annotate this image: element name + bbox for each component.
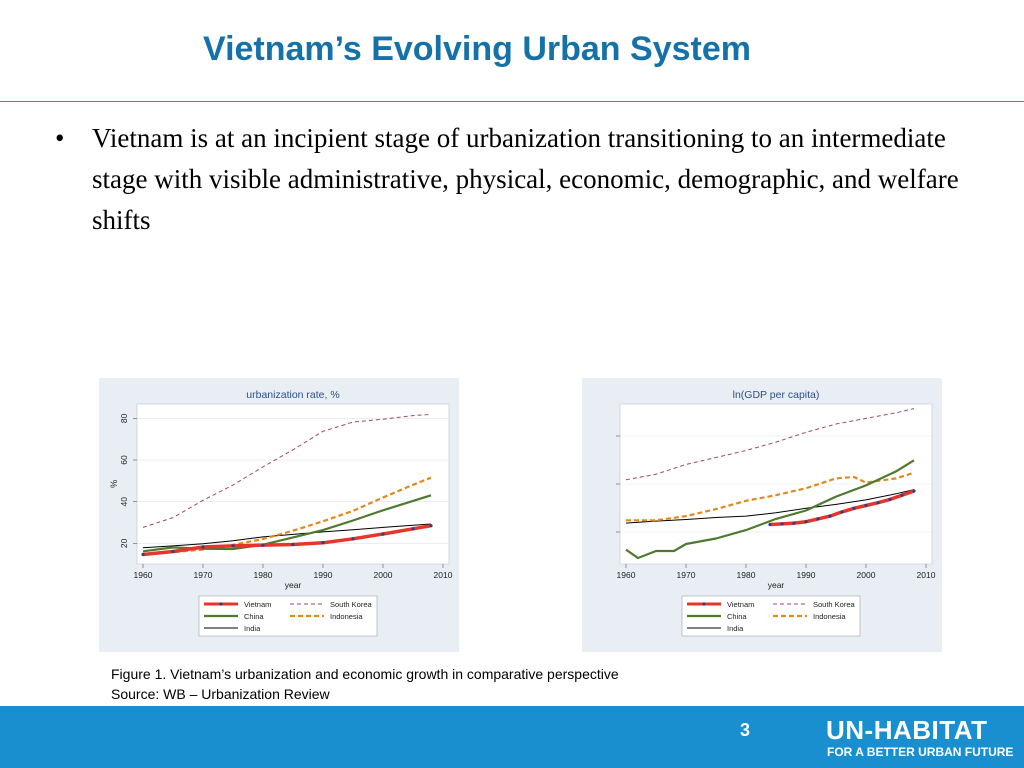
footer-bar [0,706,1024,768]
vietnam-data-point [780,522,784,526]
gdp-per-capita-chart: ln(GDP per capita) 1960 1970 1980 1990 2000 20… [582,378,942,652]
vietnam-data-point [171,549,175,554]
vietnam-data-point [900,493,904,497]
vietnam-data-point [792,521,796,525]
vietnam-data-point [816,517,820,521]
legend-label: South Korea [330,600,373,609]
legend-label: Vietnam [244,600,271,609]
vietnam-data-point [864,503,868,508]
vietnam-data-point [852,506,856,510]
chart-title: ln(GDP per capita) [733,389,820,401]
y-axis-label: % [109,480,119,488]
x-tick-label: 1970 [194,570,213,580]
bullet-symbol: • [55,123,65,153]
caption-source-line: Source: WB – Urbanization Review [111,686,330,702]
vietnam-data-point [840,510,844,514]
x-tick-label: 1990 [314,570,333,580]
x-axis-label: year [285,580,302,590]
legend-label: India [727,624,744,633]
legend-label: India [244,624,261,633]
vietnam-data-point [429,524,433,528]
legend-label: China [244,612,264,621]
un-habitat-logo: UN-HABITAT FOR A BETTER URBAN FUTURE [826,716,1016,764]
x-tick-label: 1980 [737,570,756,580]
gdp-per-capita-chart-svg: ln(GDP per capita) 1960 1970 1980 1990 2000 20… [616,389,936,637]
y-tick-label: 20 [119,538,129,548]
x-tick-label: 1960 [134,570,153,580]
legend-marker-vietnam [219,602,223,606]
series-line-south-korea [625,408,915,481]
vietnam-data-point [768,522,772,527]
vietnam-data-point [876,501,880,505]
caption-figure-line: Figure 1. Vietnam’s urbanization and eco… [111,666,619,682]
vietnam-data-point [351,537,355,541]
vietnam-data-point [411,527,415,531]
legend-label: Indonesia [330,612,363,621]
vietnam-data-point [201,545,205,549]
vietnam-data-point [888,497,892,501]
x-tick-label: 1980 [254,570,273,580]
legend-label: Indonesia [813,612,846,621]
x-tick-label: 1960 [617,570,636,580]
x-tick-label: 2010 [917,570,936,580]
logo-tagline: FOR A BETTER URBAN FUTURE [827,745,1014,759]
vietnam-data-point [912,489,916,493]
legend-label: China [727,612,747,621]
urbanization-rate-chart: urbanization rate, % 20 40 60 80% 1960 1970 198… [99,378,459,652]
x-tick-label: 2000 [857,570,876,580]
plot-area [136,403,450,565]
series-line-indonesia [142,476,432,556]
logo-wordmark: UN-HABITAT [826,715,988,745]
legend-label: South Korea [813,600,856,609]
vietnam-data-point [381,532,385,536]
vietnam-data-point [141,552,145,557]
page-number: 3 [740,720,751,740]
vietnam-data-point [291,542,295,547]
vietnam-data-point [261,543,265,547]
slide-title: Vietnam’s Evolving Urban System [203,30,751,68]
x-tick-label: 1970 [677,570,696,580]
x-tick-label: 2010 [434,570,453,580]
vietnam-data-point [231,544,235,548]
y-tick-label: 60 [119,455,129,465]
y-tick-label: 80 [119,413,129,423]
series-line-china [625,459,915,560]
title-divider [0,101,1024,102]
series-line-south-korea [142,413,432,528]
x-tick-label: 2000 [374,570,393,580]
series-line-india [142,523,432,549]
vietnam-data-point [804,520,808,524]
x-axis-label: year [768,580,785,590]
legend-label: Vietnam [727,600,754,609]
legend-marker-vietnam [702,602,706,606]
vietnam-data-point [321,541,325,545]
urbanization-rate-chart-svg: urbanization rate, % 20 40 60 80% 1960 1970 198… [109,389,453,637]
y-tick-label: 40 [119,497,129,507]
vietnam-data-point [828,514,832,518]
series-line-india [625,489,915,524]
figure-caption: Figure 1. Vietnam’s urbanization and eco… [111,664,619,704]
chart-title: urbanization rate, % [246,389,339,401]
bullet-text: Vietnam is at an incipient stage of urba… [92,123,959,235]
x-tick-label: 1990 [797,570,816,580]
